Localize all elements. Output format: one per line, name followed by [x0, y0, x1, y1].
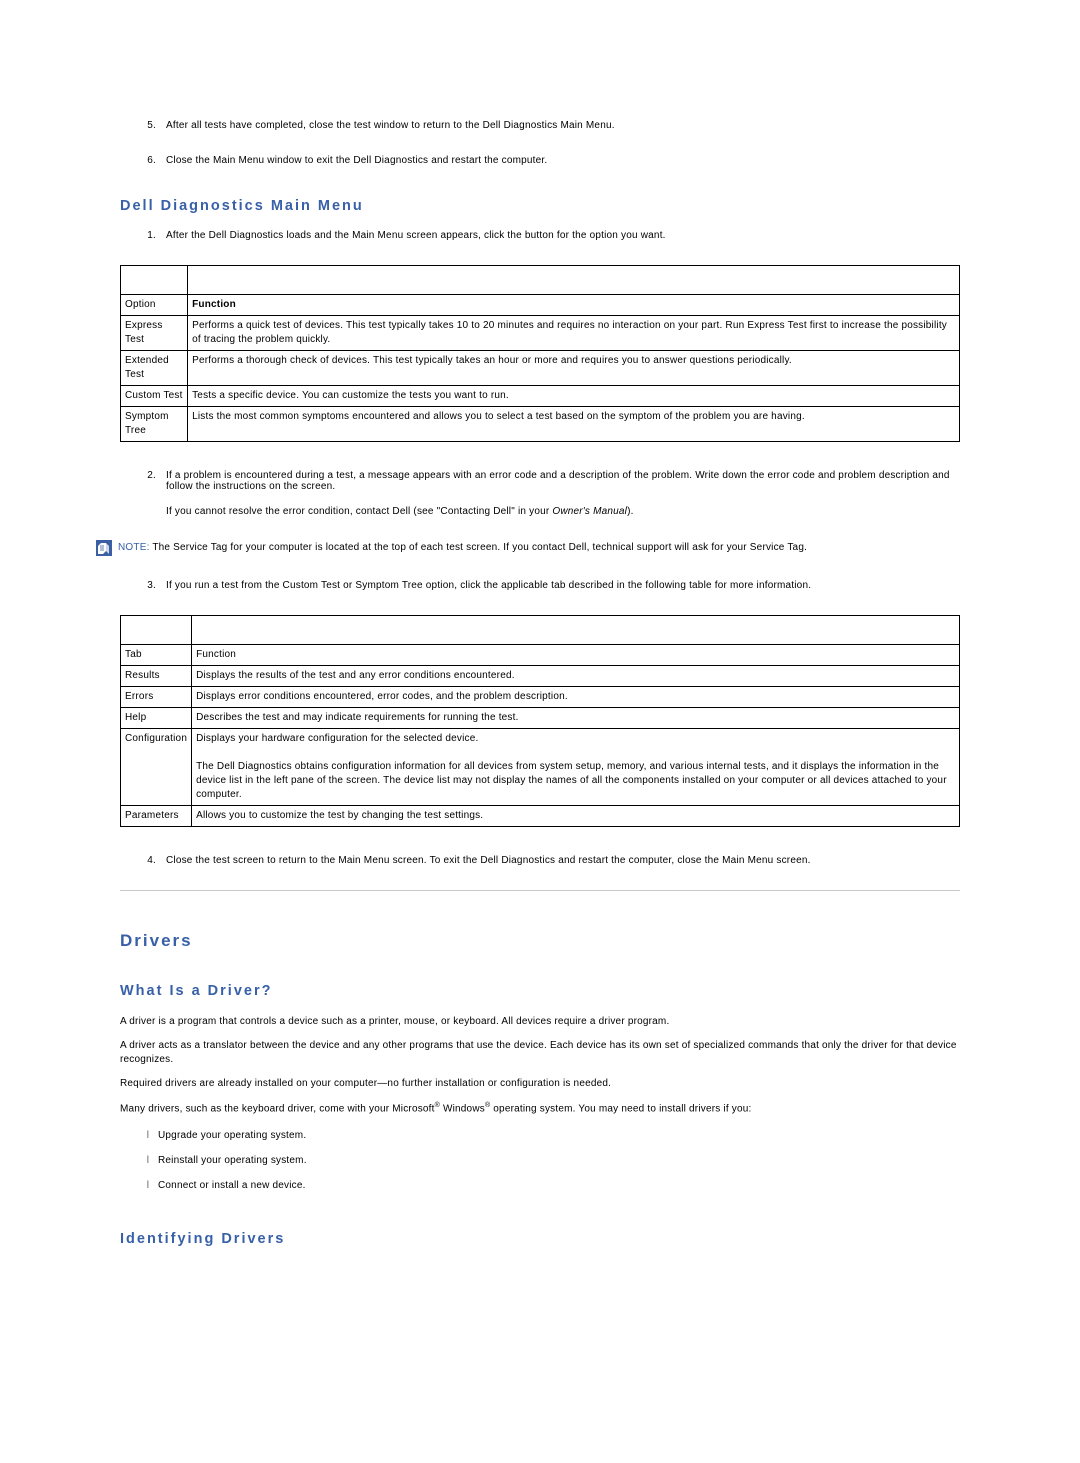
list-item: 2. If a problem is encountered during a …: [128, 470, 960, 492]
table-cell: Express Test: [121, 316, 188, 351]
diag-steps-list-cont3: 4. Close the test screen to return to th…: [128, 855, 960, 866]
table-cell: Lists the most common symptoms encounter…: [188, 407, 960, 442]
subsection-heading-identifying-drivers: Identifying Drivers: [120, 1231, 960, 1247]
table-cell: Parameters: [121, 806, 192, 827]
table-cell: Custom Test: [121, 386, 188, 407]
p4-part-c: operating system. You may need to instal…: [490, 1103, 751, 1114]
table-cell: Tests a specific device. You can customi…: [188, 386, 960, 407]
table-blank-header: [121, 616, 192, 645]
table-cell: Help: [121, 708, 192, 729]
list-item: l Upgrade your operating system.: [138, 1130, 960, 1141]
list-text: Upgrade your operating system.: [158, 1130, 306, 1141]
list-item: l Connect or install a new device.: [138, 1180, 960, 1191]
options-table: Option Function Express Test Performs a …: [120, 265, 960, 442]
table-cell: Displays the results of the test and any…: [192, 666, 960, 687]
list-marker: 5.: [128, 120, 166, 131]
table-cell: Configuration: [121, 729, 192, 806]
body-paragraph: A driver is a program that controls a de…: [120, 1015, 960, 1029]
table-cell: Symptom Tree: [121, 407, 188, 442]
table-blank-header: [121, 266, 188, 295]
diag-steps-list: 1. After the Dell Diagnostics loads and …: [128, 230, 960, 241]
diag-steps-list-cont: 2. If a problem is encountered during a …: [128, 470, 960, 517]
owners-manual-em: Owner's Manual: [552, 506, 627, 517]
driver-reasons-list: l Upgrade your operating system. l Reins…: [138, 1130, 960, 1191]
list-item: 1. After the Dell Diagnostics loads and …: [128, 230, 960, 241]
intro-list: 5. After all tests have completed, close…: [128, 120, 960, 166]
list-text: If a problem is encountered during a tes…: [166, 470, 960, 492]
table-row: Custom Test Tests a specific device. You…: [121, 386, 960, 407]
list-text: After the Dell Diagnostics loads and the…: [166, 230, 960, 241]
table-row: Parameters Allows you to customize the t…: [121, 806, 960, 827]
list-text: If you cannot resolve the error conditio…: [166, 506, 960, 517]
list-marker: 2.: [128, 470, 166, 492]
list-marker: 1.: [128, 230, 166, 241]
table-row: Configuration Displays your hardware con…: [121, 729, 960, 806]
list-item: 4. Close the test screen to return to th…: [128, 855, 960, 866]
note-label: NOTE:: [118, 542, 150, 553]
step2-text: If a problem is encountered during a tes…: [166, 470, 950, 492]
list-marker: 6.: [128, 155, 166, 166]
section-heading-diag-main-menu: Dell Diagnostics Main Menu: [120, 198, 960, 214]
table-row: Errors Displays error conditions encount…: [121, 687, 960, 708]
table-row: Results Displays the results of the test…: [121, 666, 960, 687]
table-cell: Errors: [121, 687, 192, 708]
list-marker: 3.: [128, 580, 166, 591]
body-paragraph: Required drivers are already installed o…: [120, 1077, 960, 1091]
section-heading-drivers: Drivers: [120, 931, 960, 951]
table-header-cell: Tab: [121, 645, 192, 666]
subsection-heading-what-is-driver: What Is a Driver?: [120, 983, 960, 999]
header-label: Function: [192, 299, 236, 310]
list-text: Close the test screen to return to the M…: [166, 855, 960, 866]
table-header-cell: Function: [188, 295, 960, 316]
table-cell: Performs a thorough check of devices. Th…: [188, 351, 960, 386]
table-row: Help Describes the test and may indicate…: [121, 708, 960, 729]
bullet-marker: l: [138, 1180, 158, 1191]
note-icon: [96, 540, 112, 556]
table-cell: Performs a quick test of devices. This t…: [188, 316, 960, 351]
p4-part-b: Windows: [440, 1103, 485, 1114]
list-item: l Reinstall your operating system.: [138, 1155, 960, 1166]
note-body: The Service Tag for your computer is loc…: [150, 542, 808, 553]
bullet-marker: l: [138, 1155, 158, 1166]
table-header-cell: Option: [121, 295, 188, 316]
body-paragraph: A driver acts as a translator between th…: [120, 1039, 960, 1067]
note-text: NOTE: The Service Tag for your computer …: [118, 541, 807, 555]
step2-sub-b: ).: [627, 506, 634, 517]
list-text: Close the Main Menu window to exit the D…: [166, 155, 960, 166]
body-paragraph: Many drivers, such as the keyboard drive…: [120, 1101, 960, 1116]
step2-sub-a: If you cannot resolve the error conditio…: [166, 506, 552, 517]
table-blank-header: [188, 266, 960, 295]
table-cell: Results: [121, 666, 192, 687]
list-text: If you run a test from the Custom Test o…: [166, 580, 960, 591]
table-row: Extended Test Performs a thorough check …: [121, 351, 960, 386]
table-row: Symptom Tree Lists the most common sympt…: [121, 407, 960, 442]
list-text: After all tests have completed, close th…: [166, 120, 960, 131]
list-text: Connect or install a new device.: [158, 1180, 306, 1191]
list-text: Reinstall your operating system.: [158, 1155, 307, 1166]
list-marker-empty: [128, 506, 166, 517]
table-blank-header: [192, 616, 960, 645]
list-item: 3. If you run a test from the Custom Tes…: [128, 580, 960, 591]
table-header-cell: Function: [192, 645, 960, 666]
table-cell: Allows you to customize the test by chan…: [192, 806, 960, 827]
diag-steps-list-cont2: 3. If you run a test from the Custom Tes…: [128, 580, 960, 591]
table-row: Express Test Performs a quick test of de…: [121, 316, 960, 351]
list-item: 6. Close the Main Menu window to exit th…: [128, 155, 960, 166]
section-divider: [120, 890, 960, 891]
table-cell: Describes the test and may indicate requ…: [192, 708, 960, 729]
list-marker: 4.: [128, 855, 166, 866]
p4-part-a: Many drivers, such as the keyboard drive…: [120, 1103, 435, 1114]
tabs-table: Tab Function Results Displays the result…: [120, 615, 960, 827]
note-block: NOTE: The Service Tag for your computer …: [96, 541, 960, 556]
list-item: 5. After all tests have completed, close…: [128, 120, 960, 131]
table-cell: Displays error conditions encountered, e…: [192, 687, 960, 708]
bullet-marker: l: [138, 1130, 158, 1141]
table-cell: Extended Test: [121, 351, 188, 386]
list-item-sub: If you cannot resolve the error conditio…: [128, 506, 960, 517]
table-cell: Displays your hardware configuration for…: [192, 729, 960, 806]
